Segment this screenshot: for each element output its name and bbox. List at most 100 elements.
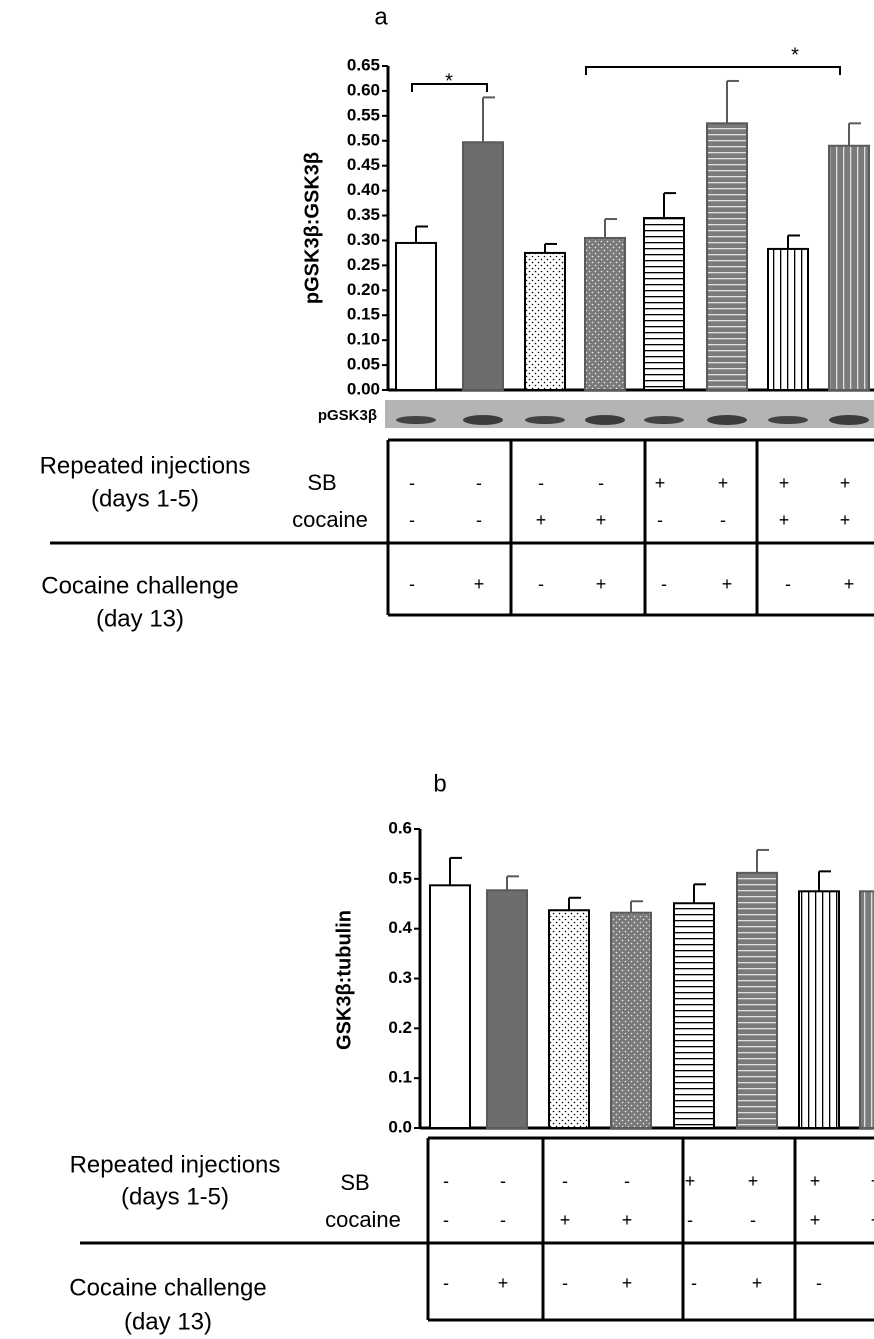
sign: - (500, 1171, 506, 1191)
y-tick-label: 0.25 (347, 255, 380, 274)
y-tick-label: 0.30 (347, 230, 380, 249)
row-group-label: (days 1-5) (91, 485, 199, 512)
sign: - (476, 510, 482, 530)
blot-band (525, 416, 565, 424)
bar (768, 249, 808, 390)
sign: + (685, 1171, 696, 1191)
sign: - (409, 574, 415, 594)
blot-strip (385, 400, 874, 428)
y-tick-label: 0.60 (347, 80, 380, 99)
row-label: SB (340, 1170, 369, 1195)
blot-band (396, 416, 436, 424)
blot-label: pGSK3β (318, 407, 377, 424)
blot-band (644, 416, 684, 424)
y-tick-label: 0.50 (347, 130, 380, 149)
sign: - (687, 1210, 693, 1230)
bar (585, 238, 625, 390)
sign: - (562, 1273, 568, 1293)
row-group-label: Cocaine challenge (41, 572, 238, 599)
significance-bracket (586, 67, 840, 75)
row-label: cocaine (292, 507, 368, 532)
y-axis-label: pGSK3β:GSK3β (301, 152, 323, 304)
panel-title: a (374, 3, 388, 30)
sign: + (596, 510, 607, 530)
sign: + (810, 1210, 821, 1230)
y-tick-label: 0.45 (347, 155, 380, 174)
y-tick-label: 0.6 (388, 818, 412, 837)
sign: - (661, 574, 667, 594)
row-label: SB (307, 470, 336, 495)
sign: + (840, 473, 851, 493)
sign: - (750, 1210, 756, 1230)
bar (829, 146, 869, 390)
y-tick-label: 0.4 (388, 918, 412, 937)
blot-band (829, 415, 869, 425)
sign: - (443, 1210, 449, 1230)
sign: + (536, 510, 547, 530)
bar (611, 913, 651, 1128)
row-group-label: (days 1-5) (121, 1183, 229, 1210)
bar (799, 891, 839, 1128)
figure: apGSK3β:GSK3β0.000.050.100.150.200.250.3… (0, 0, 874, 1339)
sign: - (409, 473, 415, 493)
significance-star: * (791, 44, 799, 66)
bar (737, 873, 777, 1128)
sign: + (722, 574, 733, 594)
sign: - (657, 510, 663, 530)
row-group-label: (day 13) (96, 605, 184, 632)
y-tick-label: 0.55 (347, 105, 380, 124)
sign: - (409, 510, 415, 530)
row-group-label: Repeated injections (40, 452, 251, 479)
y-tick-label: 0.35 (347, 205, 380, 224)
sign: - (538, 574, 544, 594)
bar (487, 890, 527, 1128)
bar (549, 910, 589, 1128)
bar (463, 142, 503, 390)
sign: - (598, 473, 604, 493)
sign: - (624, 1171, 630, 1191)
bar (707, 123, 747, 390)
sign: + (655, 473, 666, 493)
blot-band (585, 415, 625, 425)
row-group-label: Cocaine challenge (69, 1274, 266, 1301)
y-tick-label: 0.20 (347, 280, 380, 299)
panel-title: b (433, 770, 446, 797)
sign: - (476, 473, 482, 493)
y-axis-label: GSK3β:tubulin (333, 910, 355, 1050)
sign: + (779, 473, 790, 493)
bar (430, 885, 470, 1128)
bar (860, 891, 874, 1128)
blot-band (707, 415, 747, 425)
bar (674, 903, 714, 1128)
sign: - (720, 510, 726, 530)
sign: + (560, 1210, 571, 1230)
significance-star: * (445, 70, 453, 92)
sign: + (718, 473, 729, 493)
sign: + (622, 1273, 633, 1293)
row-label: cocaine (325, 1207, 401, 1232)
sign: + (844, 574, 855, 594)
y-tick-label: 0.2 (388, 1018, 412, 1037)
bar (644, 218, 684, 390)
sign: - (816, 1273, 822, 1293)
y-tick-label: 0.1 (388, 1068, 412, 1087)
sign: + (596, 574, 607, 594)
y-tick-label: 0.05 (347, 355, 380, 374)
sign: - (500, 1210, 506, 1230)
sign: + (498, 1273, 509, 1293)
sign: + (752, 1273, 763, 1293)
blot-band (463, 415, 503, 425)
row-group-label: (day 13) (124, 1308, 212, 1335)
sign: - (562, 1171, 568, 1191)
sign: - (691, 1273, 697, 1293)
sign: + (840, 510, 851, 530)
sign: + (622, 1210, 633, 1230)
sign: - (785, 574, 791, 594)
sign: - (443, 1273, 449, 1293)
y-tick-label: 0.15 (347, 305, 380, 324)
sign: + (474, 574, 485, 594)
sign: + (779, 510, 790, 530)
sign: + (748, 1171, 759, 1191)
y-tick-label: 0.40 (347, 180, 380, 199)
y-tick-label: 0.0 (388, 1117, 412, 1136)
